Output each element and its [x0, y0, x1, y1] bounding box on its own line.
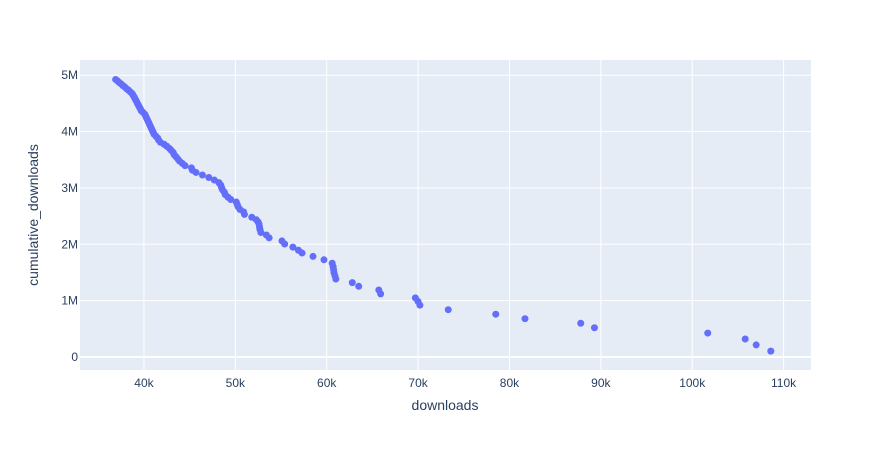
scatter-point: [704, 329, 712, 337]
x-tick-label: 60k: [317, 376, 337, 390]
x-tick-label: 70k: [408, 376, 428, 390]
x-tick-label: 40k: [134, 376, 154, 390]
y-tick-label: 0: [71, 350, 78, 364]
scatter-point: [112, 75, 120, 83]
scatter-point: [210, 176, 218, 184]
y-axis-title: cumulative_downloads: [25, 144, 41, 286]
y-tick-label: 4M: [61, 125, 78, 139]
x-tick-label: 110k: [771, 376, 797, 390]
scatter-point: [590, 324, 598, 332]
scatter-point: [521, 315, 529, 323]
scatter-point: [752, 341, 760, 349]
scatter-point: [248, 213, 256, 221]
scatter-point: [198, 171, 206, 179]
x-tick-labels: 40k 50k 60k 70k 80k 90k 100k 110k: [134, 376, 797, 390]
y-tick-label: 1M: [61, 294, 78, 308]
y-tick-label: 2M: [61, 237, 78, 251]
scatter-point: [767, 347, 775, 355]
scatter-point: [741, 335, 749, 343]
scatter-point: [294, 246, 302, 254]
x-tick-label: 90k: [591, 376, 611, 390]
plot-background: [80, 60, 811, 370]
x-tick-label: 50k: [226, 376, 246, 390]
data-points: [112, 75, 775, 355]
scatter-point: [492, 310, 500, 318]
scatter-point: [187, 164, 195, 172]
scatter-point: [320, 256, 328, 264]
scatter-point: [309, 252, 317, 260]
scatter-point: [328, 259, 336, 267]
x-gridlines: [143, 60, 785, 370]
scatter-point: [411, 294, 419, 302]
scatter-point: [577, 319, 585, 327]
scatter-point: [444, 306, 452, 314]
x-tick-label: 80k: [500, 376, 520, 390]
scatter-point: [375, 286, 383, 294]
x-axis-title: downloads: [412, 397, 479, 413]
scatter-point: [205, 174, 213, 182]
x-tick-label: 100k: [679, 376, 706, 390]
scatter-point: [355, 282, 363, 290]
scatter-point: [278, 237, 286, 245]
y-gridlines: [80, 74, 811, 359]
y-tick-labels: 0 1M 2M 3M 4M 5M: [61, 68, 78, 364]
y-tick-label: 3M: [61, 181, 78, 195]
scatter-point: [289, 243, 297, 251]
y-tick-label: 5M: [61, 68, 78, 82]
scatter-point: [232, 198, 240, 206]
scatter-point: [262, 231, 270, 239]
scatter-point: [348, 279, 356, 287]
